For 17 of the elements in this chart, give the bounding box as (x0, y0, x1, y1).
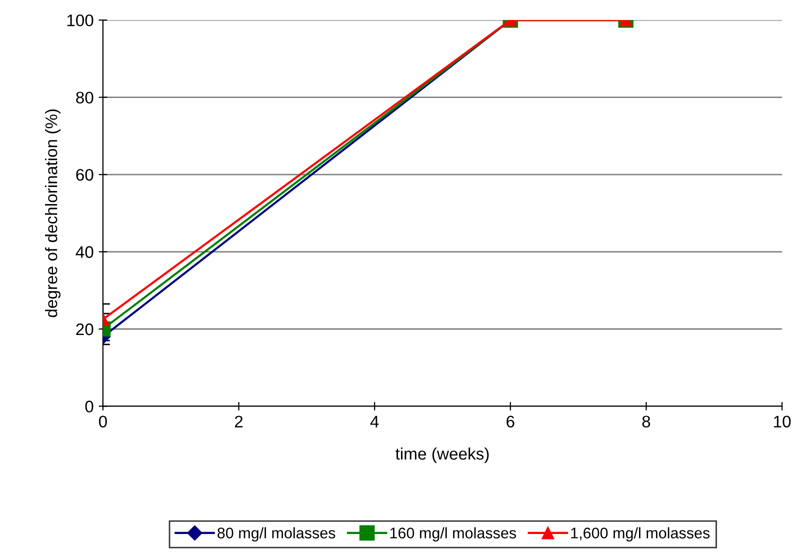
y-tick-label: 20 (76, 323, 94, 336)
x-tick-label: 6 (506, 416, 514, 428)
legend-label: 1,600 mg/l molasses (571, 527, 710, 542)
y-axis-title: degree of dechlorination (%) (45, 109, 61, 318)
y-tick-label: 40 (76, 246, 94, 258)
y-tick-label: 0 (85, 400, 94, 412)
x-tick-label: 4 (370, 416, 379, 428)
y-tick-label: 100 (67, 14, 94, 26)
legend-label: 80 mg/l molasses (218, 527, 336, 542)
x-tick-label: 8 (642, 416, 650, 428)
y-tick-label: 80 (76, 92, 94, 104)
x-tick-label: 0 (98, 416, 107, 428)
x-tick-label: 10 (774, 416, 791, 428)
legend-label: 160 mg/l molasses (390, 527, 516, 542)
x-axis-title: time (weeks) (396, 447, 489, 463)
x-tick-label: 2 (234, 416, 243, 428)
y-tick-label: 60 (76, 168, 94, 181)
